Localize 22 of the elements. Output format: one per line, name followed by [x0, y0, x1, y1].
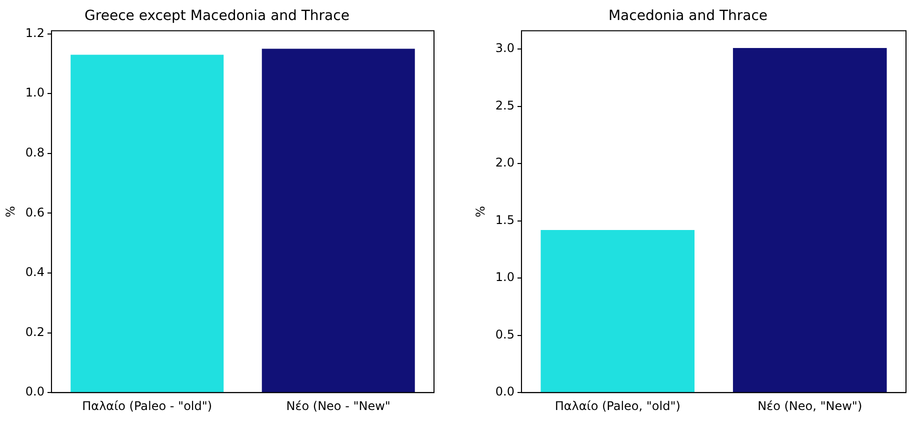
x-tick-label: Νέο (Neo - "New"	[286, 398, 390, 413]
y-tick-label: 0.8	[25, 146, 44, 160]
x-tick-label: Παλαίο (Paleo, "old")	[554, 398, 680, 413]
x-tick-label: Παλαίο (Paleo - "old")	[82, 398, 212, 413]
y-tick-label: 1.5	[495, 212, 514, 227]
x-tick-label: Νέο (Neo, "New")	[758, 398, 862, 413]
y-axis-title: %	[473, 206, 488, 218]
y-tick-label: 0.6	[25, 205, 44, 220]
y-tick-label: 0.2	[25, 324, 44, 339]
chart-title: Macedonia and Thrace	[608, 8, 768, 24]
y-tick-label: 2.0	[495, 156, 514, 170]
y-tick-label: 3.0	[495, 41, 514, 56]
y-tick-label: 0.0	[25, 384, 44, 399]
y-tick-label: 1.2	[25, 26, 44, 40]
y-tick-label: 1.0	[25, 86, 44, 100]
y-tick-label: 0.4	[25, 265, 44, 280]
y-tick-label: 0.0	[495, 384, 514, 399]
y-tick-label: 1.0	[495, 270, 514, 284]
y-axis-title: %	[3, 206, 18, 218]
y-tick-label: 0.5	[495, 327, 514, 342]
y-tick-label: 2.5	[495, 98, 514, 112]
chart-title: Greece except Macedonia and Thrace	[84, 8, 350, 24]
